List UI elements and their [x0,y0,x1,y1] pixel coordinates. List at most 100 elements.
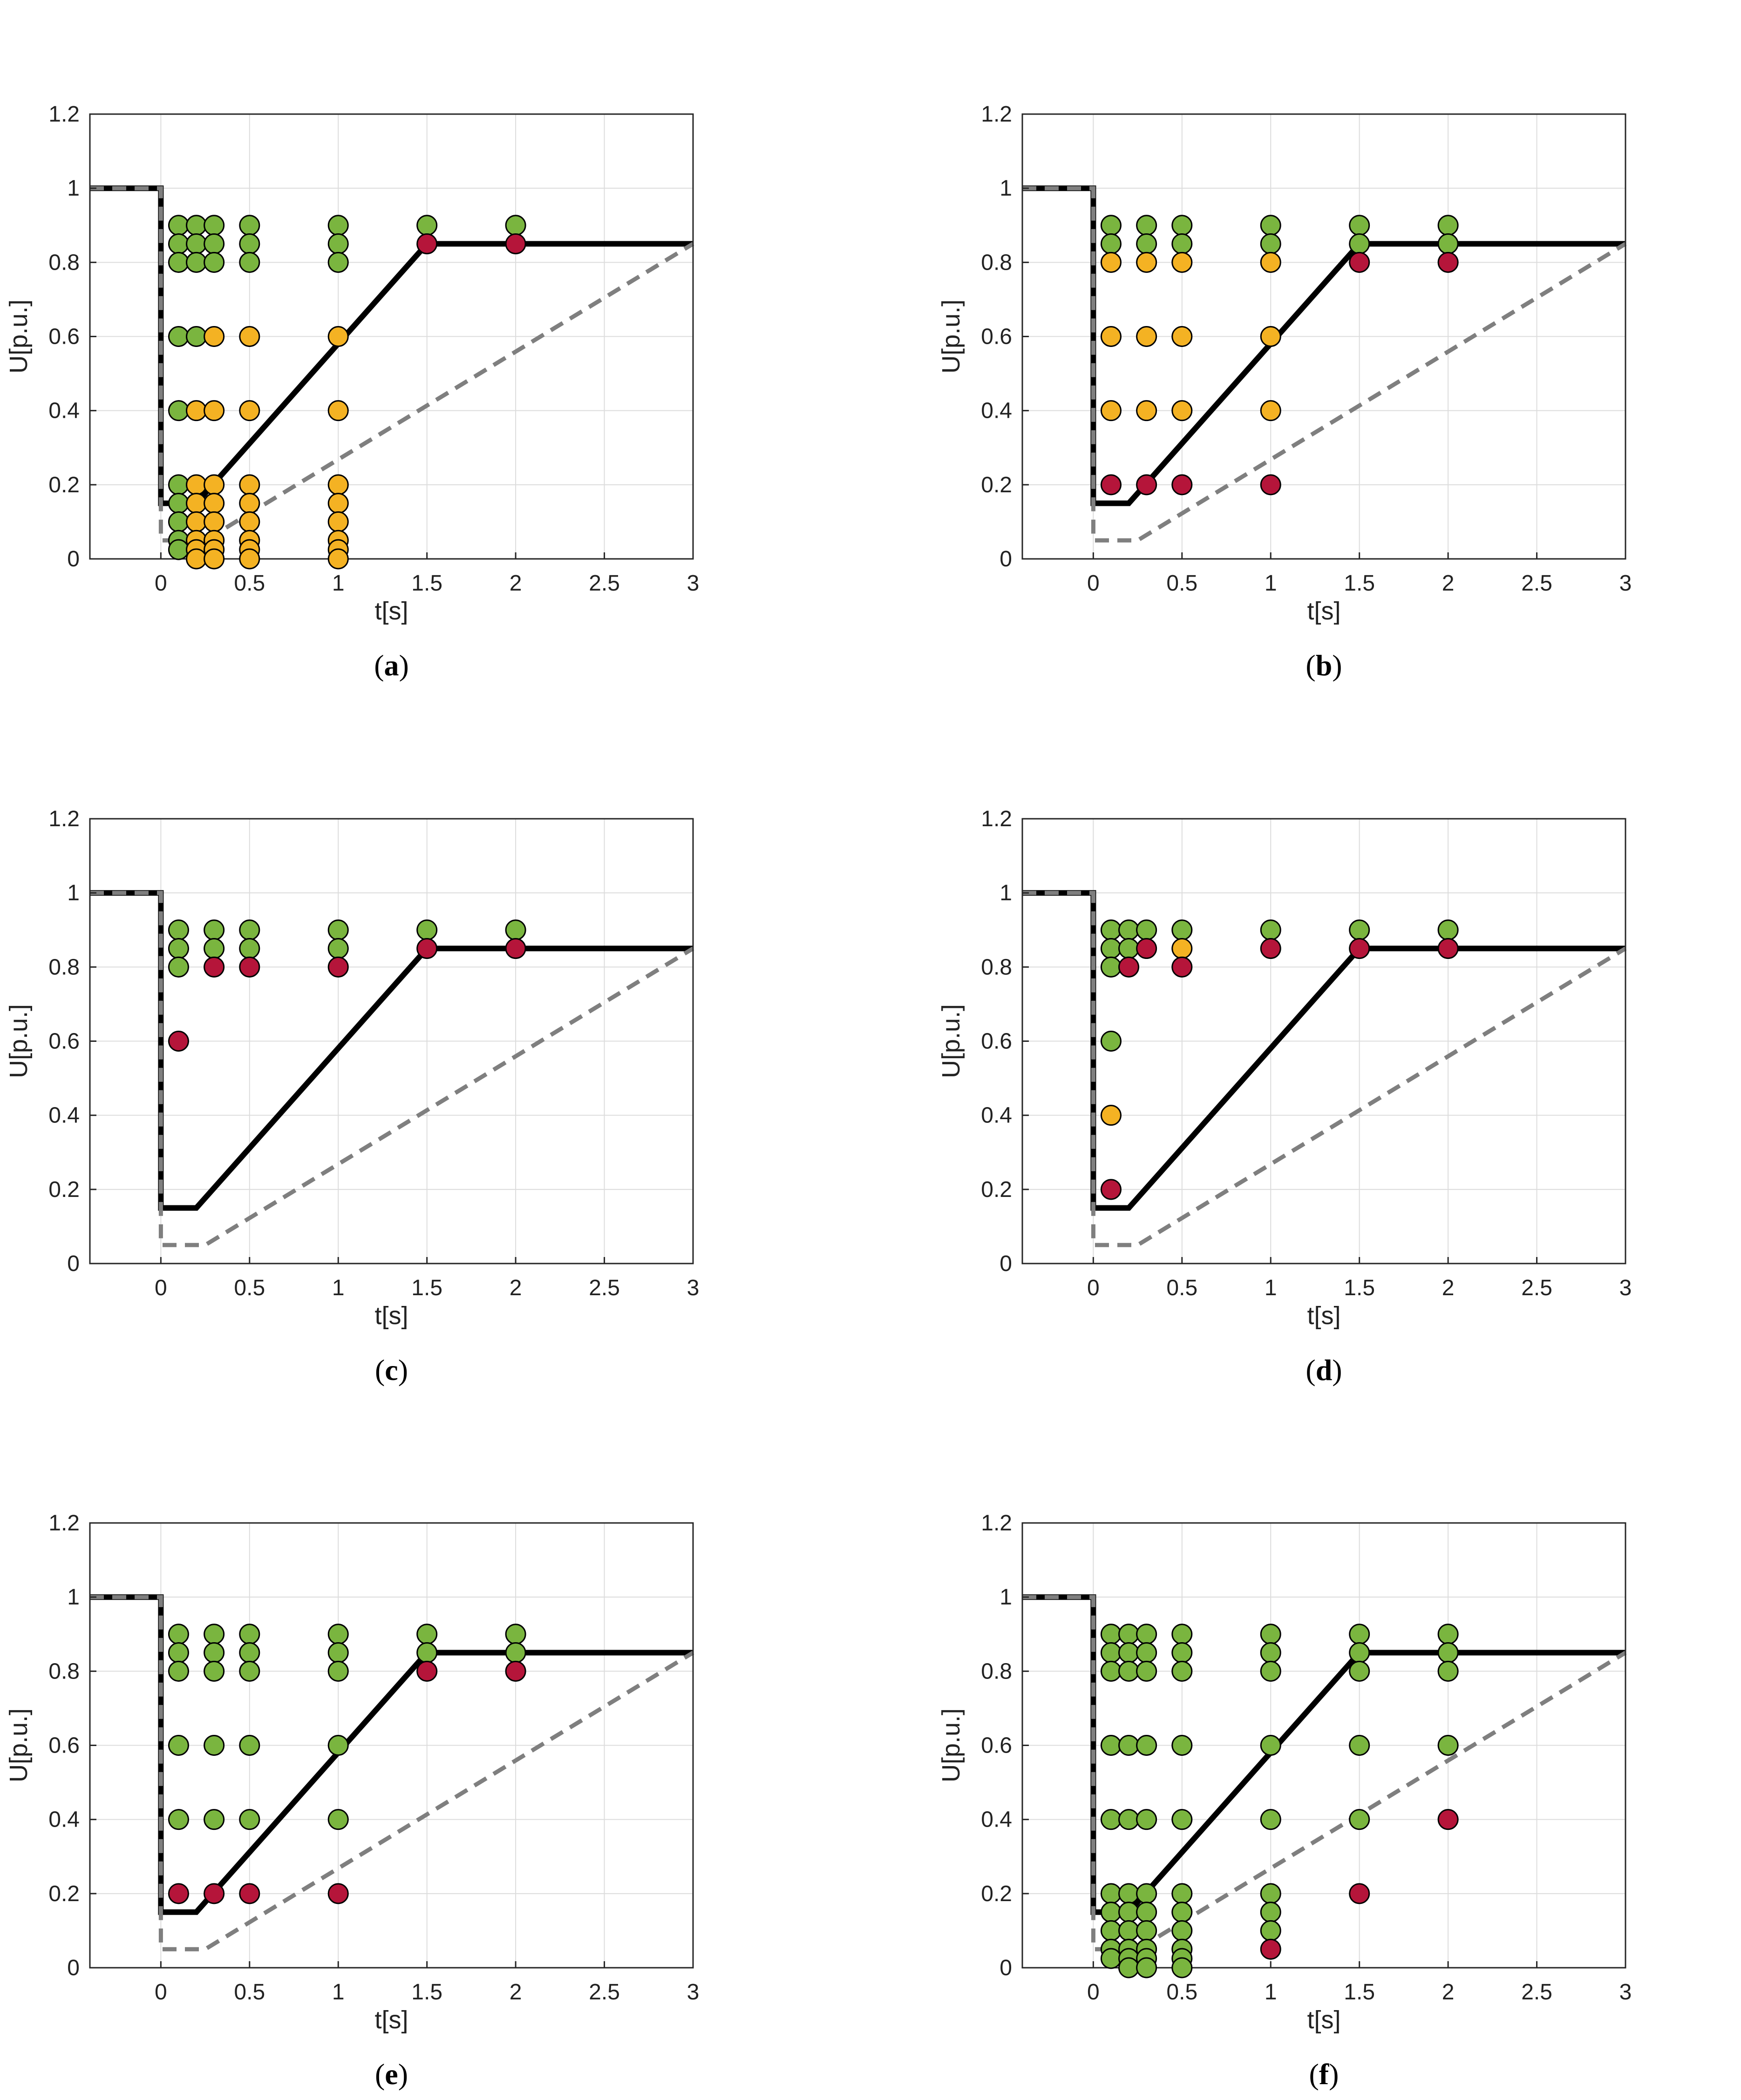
data-point [186,233,207,255]
x-tick-label: 2 [1442,571,1455,596]
data-point [239,548,260,570]
data-point [239,1883,260,1904]
data-point [1260,233,1281,255]
data-point [505,233,526,255]
y-tick-label: 1.2 [981,102,1012,127]
y-tick-label: 0 [1000,547,1012,571]
data-point [204,1624,225,1645]
data-point [1260,1642,1281,1664]
data-point [204,548,225,570]
data-point [1118,1660,1140,1682]
data-point [1100,215,1122,236]
data-point [204,400,225,421]
data-point [1136,251,1157,273]
data-point [1100,1948,1122,1969]
y-tick-label: 0.8 [981,250,1012,275]
data-point [168,215,189,236]
data-point [1171,1883,1193,1904]
data-point [1171,956,1193,978]
x-tick-label: 3 [687,1980,700,2005]
y-tick-label: 0.8 [981,1659,1012,1684]
data-point [1349,1735,1370,1756]
data-point [327,233,349,255]
data-point [186,474,207,496]
data-point [1118,1957,1140,1978]
data-point [204,215,225,236]
x-tick-label: 2.5 [1521,1980,1552,2005]
data-point [1260,1660,1281,1682]
data-point [1100,1624,1122,1645]
x-tick-label: 2 [1442,1980,1455,2005]
x-tick-label: 0 [1087,1980,1100,2005]
data-point [416,233,438,255]
panel-e: 0 0.5 1 1.5 2 2.5 3 0 0.2 0.4 0.6 0.8 1 1.2 t[s] U[p.u.… [5,1511,699,2091]
data-point [1171,1920,1193,1941]
data-point [1136,215,1157,236]
data-point [204,938,225,959]
data-point [204,956,225,978]
data-point [1349,215,1370,236]
x-tick-label: 3 [687,571,700,596]
x-tick-label: 2.5 [1521,1276,1552,1300]
data-point [1437,1642,1459,1664]
data-point [416,1660,438,1682]
data-point [1437,1809,1459,1830]
data-point [168,251,189,273]
x-tick-label: 2 [510,1980,522,2005]
limit-curve-dashed [1022,890,1627,1247]
data-point [327,919,349,941]
y-tick-label: 0.4 [981,1103,1012,1128]
y-tick-label: 0 [67,547,80,571]
data-point [168,1660,189,1682]
data-point [168,938,189,959]
x-tick-label: 1 [332,1980,345,2005]
y-tick-label: 0 [67,1956,80,1980]
x-tick-label: 3 [1619,1980,1632,2005]
y-tick-label: 0.6 [981,325,1012,349]
data-point [204,1809,225,1830]
y-tick-label: 1.2 [981,1511,1012,1536]
data-point [416,919,438,941]
data-point [186,251,207,273]
panel-caption: (f) [1309,2058,1339,2091]
y-tick-label: 0.8 [981,955,1012,979]
data-point [1260,251,1281,273]
x-tick-label: 3 [687,1276,700,1300]
x-tick-label: 0.5 [234,1980,265,2005]
data-point [1171,1902,1193,1923]
x-tick-label: 1.5 [411,1276,442,1300]
data-point [1100,326,1122,347]
panel-d: 0 0.5 1 1.5 2 2.5 3 0 0.2 0.4 0.6 0.8 1 1.2 t[s] U[p.u.… [937,807,1632,1386]
data-point [1136,1660,1157,1682]
x-tick-label: 2.5 [589,1276,620,1300]
data-point [1349,919,1370,941]
data-point [186,400,207,421]
data-point [1136,326,1157,347]
y-tick-label: 1.2 [981,807,1012,831]
x-tick-label: 0.5 [1166,1276,1197,1300]
y-tick-label: 1 [1000,881,1012,905]
data-point [1118,1642,1140,1664]
x-tick-label: 3 [1619,1276,1632,1300]
data-point [1260,215,1281,236]
y-tick-label: 0.2 [981,473,1012,497]
data-point [1260,1920,1281,1941]
data-point [1171,938,1193,959]
data-point [1100,1660,1122,1682]
x-tick-label: 0 [155,1980,167,2005]
x-tick-label: 1 [1265,1276,1277,1300]
y-tick-label: 0.6 [48,1029,80,1054]
data-point [1100,233,1122,255]
data-point [505,1642,526,1664]
data-point [1260,1938,1281,1960]
data-point [1100,1902,1122,1923]
data-point [416,215,438,236]
data-point [505,938,526,959]
data-point [1100,956,1122,978]
x-tick-label: 1.5 [411,1980,442,2005]
panel-c: 0 0.5 1 1.5 2 2.5 3 0 0.2 0.4 0.6 0.8 1 1.2 t[s] U[p.u.… [5,807,699,1386]
data-point [239,1624,260,1645]
data-point [1349,1809,1370,1830]
data-point [239,511,260,532]
y-tick-label: 1 [67,1585,80,1610]
